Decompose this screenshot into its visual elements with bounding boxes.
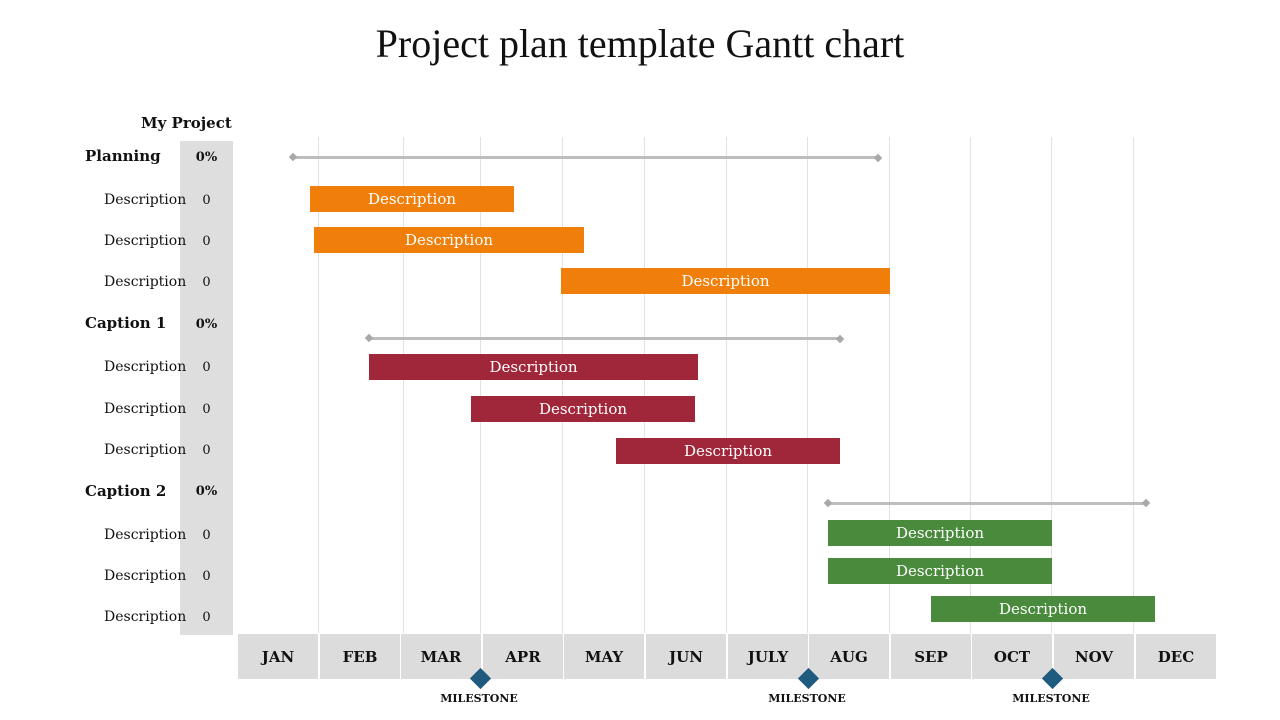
month-aug: AUG [809,634,889,679]
task-bar[interactable]: Description [616,438,840,464]
task-label: Description [104,568,187,584]
month-jun: JUN [646,634,726,679]
span-end-marker [1141,498,1151,508]
task-value: 0 [202,193,211,208]
task-label: Description [104,527,187,543]
group-span-line [293,156,878,159]
group-span-line [828,502,1146,505]
task-label: Description [104,401,187,417]
task-value: 0 [202,360,211,375]
month-apr: APR [483,634,563,679]
task-bar[interactable]: Description [561,268,890,294]
span-start-marker [823,498,833,508]
group-label-planning: Planning [85,147,161,165]
task-bar[interactable]: Description [828,520,1052,546]
task-label: Description [104,274,187,290]
group-percent: 0% [195,150,218,165]
milestone-label: MILESTONE [1012,692,1090,705]
month-mar: MAR [401,634,481,679]
task-value: 0 [202,275,211,290]
group-span-line [369,337,841,340]
group-label-caption-1: Caption 1 [85,314,167,332]
span-end-marker [835,334,845,344]
month-jan: JAN [238,634,318,679]
task-label: Description [104,442,187,458]
grid-line [807,137,808,633]
task-bar[interactable]: Description [828,558,1052,584]
grid-line [644,137,645,633]
milestone-label: MILESTONE [440,692,518,705]
grid-line [1133,137,1134,633]
milestone-label: MILESTONE [768,692,846,705]
task-label: Description [104,233,187,249]
task-bar[interactable]: Description [931,596,1155,622]
project-label: My Project [141,114,232,132]
grid-line [403,137,404,633]
group-percent: 0% [195,484,218,499]
task-value: 0 [202,234,211,249]
grid-line [480,137,481,633]
task-bar[interactable]: Description [314,227,584,253]
task-label: Description [104,192,187,208]
task-label: Description [104,359,187,375]
month-dec: DEC [1136,634,1216,679]
task-bar[interactable]: Description [310,186,514,212]
month-sep: SEP [891,634,971,679]
month-feb: FEB [320,634,400,679]
group-percent: 0% [195,317,218,332]
task-label: Description [104,609,187,625]
grid-line [562,137,563,633]
month-nov: NOV [1054,634,1134,679]
grid-line [1051,137,1052,633]
task-value: 0 [202,528,211,543]
task-value: 0 [202,443,211,458]
group-label-caption-2: Caption 2 [85,482,167,500]
page-title: Project plan template Gantt chart [375,21,905,66]
task-bar[interactable]: Description [471,396,695,422]
grid-line [889,137,890,633]
progress-column [180,141,233,635]
month-oct: OCT [972,634,1052,679]
grid-line [318,137,319,633]
task-value: 0 [202,569,211,584]
month-may: MAY [564,634,644,679]
task-value: 0 [202,610,211,625]
task-bar[interactable]: Description [369,354,698,380]
span-start-marker [364,333,374,343]
month-july: JULY [728,634,808,679]
span-end-marker [873,153,883,163]
span-start-marker [288,152,298,162]
grid-line [726,137,727,633]
task-value: 0 [202,402,211,417]
grid-line [970,137,971,633]
